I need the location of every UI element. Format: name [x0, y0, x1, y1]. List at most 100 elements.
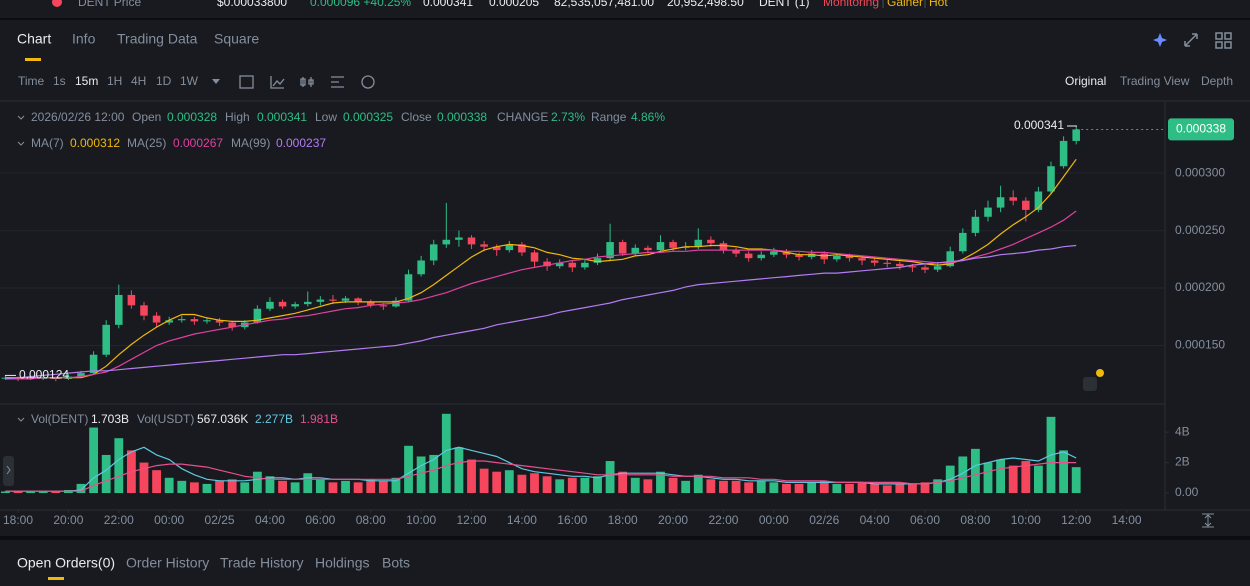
ohlc-label: Open [132, 110, 161, 124]
x-tick-label: 10:00 [406, 513, 436, 527]
candle-body [896, 263, 904, 267]
candle-body [530, 252, 539, 262]
volume-bar [492, 471, 502, 494]
dropdown[interactable] [212, 79, 220, 84]
volume-bar [580, 477, 590, 494]
tab[interactable]: Square [214, 31, 259, 47]
volume-bar [1021, 461, 1031, 494]
badge[interactable]: Gainer [887, 0, 923, 9]
tab[interactable]: Chart [17, 31, 51, 47]
ticker-low: 0.000205 [489, 0, 539, 9]
candle-body [228, 322, 236, 328]
icon-layout[interactable] [1215, 32, 1232, 49]
chevron[interactable] [17, 141, 25, 146]
candle-body [883, 262, 892, 264]
candle-body [757, 254, 766, 259]
tab-indicator [25, 58, 41, 61]
volume-bar [719, 480, 728, 494]
volume-bar [618, 471, 628, 494]
x-tick-label: 02/25 [205, 513, 235, 527]
icon-more[interactable] [361, 75, 375, 89]
candle-body [253, 308, 262, 323]
ticker-tag[interactable]: DENT (1) [759, 0, 809, 9]
volume-bar [441, 413, 451, 494]
candle-body [467, 237, 476, 245]
notes-button[interactable] [1083, 377, 1097, 391]
badge[interactable]: Monitoring [823, 0, 879, 9]
volume-bar [731, 480, 741, 494]
interval[interactable]: 1s [53, 74, 66, 88]
candle-body [379, 305, 388, 307]
x-tick-label: 20:00 [658, 513, 688, 527]
volume-bar [920, 482, 930, 494]
volume-bar [530, 473, 539, 494]
orders-tab[interactable]: Bots [382, 555, 410, 571]
volume-bar [177, 480, 187, 494]
icon-expand[interactable] [1184, 33, 1198, 47]
candle-body [694, 239, 703, 247]
candle-body [316, 299, 325, 302]
candle-body [455, 237, 463, 240]
candle-body [442, 239, 451, 245]
orders-tab[interactable]: Trade History [220, 555, 304, 571]
candle-body [732, 250, 740, 254]
volume-bar [1, 491, 10, 494]
volume-bar [1008, 465, 1018, 494]
interval[interactable]: 15m [75, 74, 98, 88]
volume-bar [76, 483, 86, 494]
volume-bar [744, 482, 754, 494]
orders-tab[interactable]: Holdings [315, 555, 369, 571]
x-tick-label: 06:00 [305, 513, 335, 527]
volume-bar [114, 438, 124, 494]
side-toggle[interactable] [3, 456, 14, 486]
candle-body [770, 251, 778, 255]
legend-value: 1.703B [91, 412, 129, 426]
plot: 0.000300 0.000250 0.000200 0.000150 4B 2B 0.00… [0, 118, 1234, 527]
volume-bar [353, 482, 363, 494]
candle-body [1022, 200, 1030, 210]
candle-body [329, 299, 337, 301]
volume-bar [555, 479, 565, 494]
view-option[interactable]: Trading View [1120, 74, 1190, 88]
x-tick-label: 20:00 [53, 513, 83, 527]
scale-button[interactable] [1202, 513, 1214, 528]
icon-candle[interactable] [300, 77, 314, 87]
y-tick-label: 0.000150 [1175, 338, 1225, 352]
candle-body [719, 243, 728, 251]
tab[interactable]: Trading Data [117, 31, 198, 47]
volume-bar [240, 482, 250, 494]
x-tick-label: 10:00 [1011, 513, 1041, 527]
tab[interactable]: Info [72, 31, 96, 47]
ticker-name[interactable]: DENT Price [78, 0, 141, 9]
interval[interactable]: 1D [156, 74, 172, 88]
candle-body [480, 244, 488, 247]
candle-body [845, 255, 854, 259]
legend-value: 0.000312 [70, 136, 120, 150]
candle-body [291, 304, 299, 307]
orders-tab[interactable]: Order History [126, 555, 209, 571]
orders-tab[interactable]: Open Orders(0) [17, 555, 115, 571]
view-option[interactable]: Depth [1201, 74, 1233, 88]
icon-calendar[interactable] [239, 75, 254, 89]
icon-ai[interactable] [1153, 33, 1167, 47]
icon-indicator[interactable] [270, 76, 285, 89]
chevron[interactable] [17, 417, 25, 422]
view-option[interactable]: Original [1065, 74, 1106, 88]
chevron[interactable] [17, 115, 25, 120]
icon-settings[interactable] [331, 76, 344, 88]
volume-bar [769, 482, 779, 494]
interval[interactable]: 4H [131, 74, 146, 88]
badge[interactable]: Hot [929, 0, 948, 9]
volume-bar [139, 462, 149, 494]
volume-bar [832, 483, 842, 494]
candle-body [127, 294, 136, 306]
volume-bar [38, 491, 48, 494]
candle-body [870, 260, 879, 263]
interval[interactable]: 1H [107, 74, 122, 88]
volume-bar [895, 483, 905, 494]
volume-bar [152, 470, 161, 494]
interval[interactable]: 1W [180, 74, 199, 88]
candle-body [707, 239, 715, 244]
candle-body [618, 242, 627, 254]
volume-bar [404, 445, 413, 494]
